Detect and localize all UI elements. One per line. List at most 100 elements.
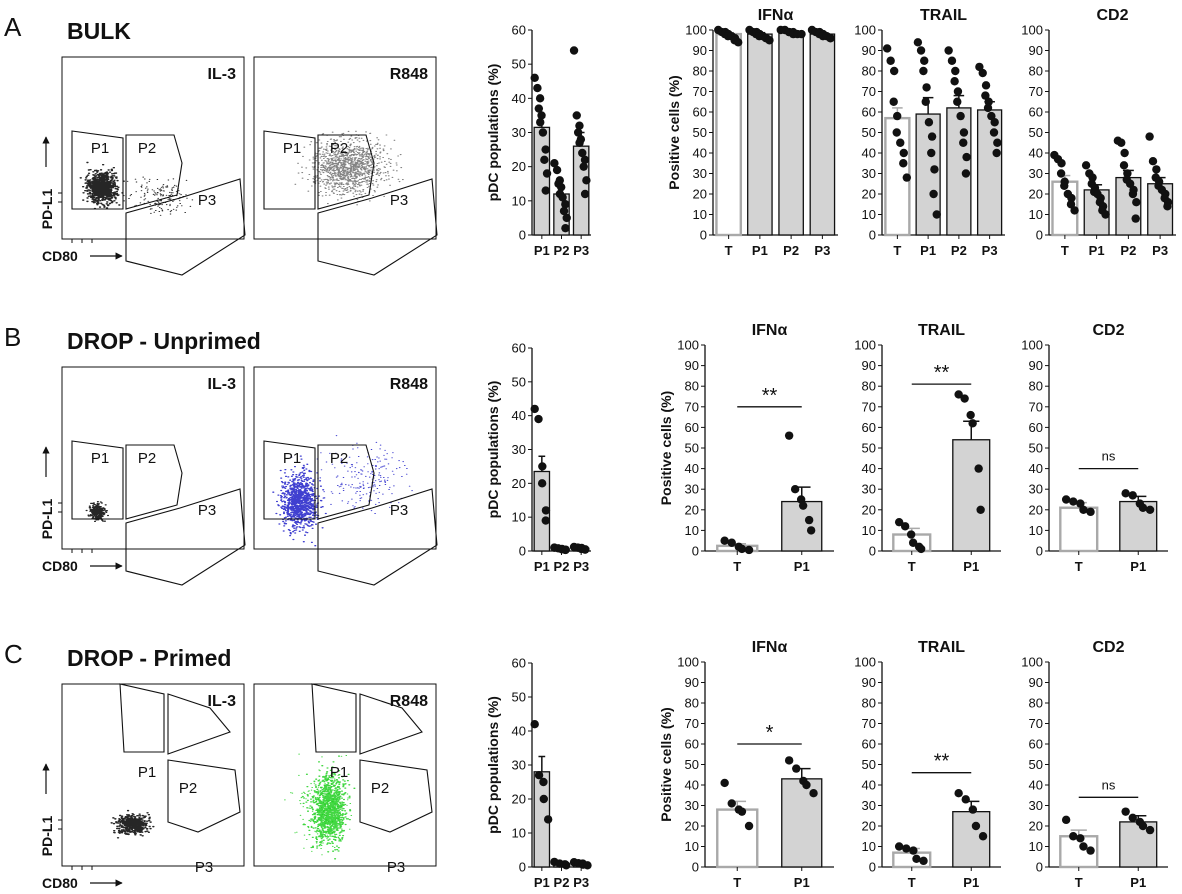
data-point (737, 807, 747, 816)
significance-label: ** (762, 385, 778, 407)
category-label: T (1075, 559, 1083, 574)
y-tick-label: 0 (692, 860, 699, 875)
data-point (784, 431, 794, 440)
data-point (971, 821, 981, 831)
gate-label-p1: P1 (91, 450, 109, 467)
y-tick-label: 20 (693, 187, 707, 202)
y-tick-label: 80 (862, 379, 876, 394)
data-point (804, 515, 814, 525)
data-point (1070, 206, 1079, 215)
significance-label: ns (1102, 449, 1116, 464)
y-tick-label: 80 (1029, 696, 1043, 711)
data-point (951, 66, 960, 76)
category-label: P1 (963, 559, 979, 574)
data-point (953, 87, 963, 96)
gate-label-p1: P1 (330, 764, 348, 781)
data-point (744, 545, 754, 555)
data-point (953, 97, 962, 106)
data-point (561, 545, 570, 555)
category-label: T (1075, 875, 1083, 890)
data-point (1145, 505, 1155, 514)
row-title: BULK (67, 18, 131, 44)
y-tick-label: 30 (685, 798, 699, 813)
y-tick-label: 10 (512, 826, 526, 841)
y-tick-label: 60 (512, 341, 526, 356)
condition-label: R848 (390, 66, 428, 83)
y-tick-label: 90 (862, 675, 876, 690)
y-tick-label: 70 (1029, 399, 1043, 414)
y-tick-label: 70 (685, 399, 699, 414)
data-point (906, 530, 916, 539)
data-point (929, 189, 938, 199)
data-point (902, 173, 912, 182)
y-tick-label: 50 (862, 757, 876, 772)
y-tick-label: 50 (1029, 125, 1043, 140)
y-tick-label: 80 (685, 379, 699, 394)
data-point (899, 159, 908, 168)
y-tick-label: 0 (519, 860, 526, 875)
row-title: DROP - Unprimed (67, 328, 261, 354)
y-tick-label: 40 (1029, 146, 1043, 161)
flow-x-label: CD80 (42, 248, 78, 264)
category-label: P1 (920, 243, 936, 258)
flow-y-label: PD-L1 (39, 816, 55, 857)
data-point (1079, 505, 1088, 514)
gate-label-p2: P2 (330, 450, 348, 467)
data-point (882, 44, 892, 53)
y-tick-label: 90 (862, 43, 876, 58)
y-tick-label: 10 (1029, 523, 1043, 538)
data-point (892, 128, 901, 137)
chart-title: TRAIL (920, 7, 967, 24)
data-point (954, 390, 963, 399)
flow-plot-il3: P1 P2 P3 IL-3 (58, 366, 246, 586)
bar-t (715, 32, 743, 237)
data-point (530, 720, 539, 729)
y-tick-label: 50 (512, 690, 526, 705)
y-tick-label: 100 (1021, 338, 1043, 353)
data-point (896, 138, 905, 147)
y-tick-label: 50 (685, 757, 699, 772)
category-label: P1 (794, 875, 810, 890)
y-tick-label: 80 (693, 64, 707, 79)
data-point (1148, 157, 1158, 166)
category-label: P2 (951, 243, 967, 258)
data-point (538, 462, 547, 471)
data-point (737, 544, 747, 554)
data-point (1079, 842, 1088, 851)
data-point (927, 132, 937, 141)
flow-dots (85, 501, 110, 523)
chart-title: TRAIL (918, 322, 965, 339)
gate-label-p3: P3 (390, 192, 408, 209)
y-tick-label: 70 (693, 84, 707, 99)
y-tick-label: 20 (862, 819, 876, 834)
y-axis-label: Positive cells (%) (658, 707, 674, 821)
data-point (1076, 834, 1085, 843)
gate-p2 (125, 134, 183, 210)
data-point (550, 159, 559, 168)
category-label: T (725, 243, 733, 258)
data-point (984, 97, 993, 106)
data-point (1145, 132, 1154, 141)
flow-dot-cloud (79, 161, 194, 216)
data-point (556, 182, 566, 192)
data-point (727, 538, 736, 547)
data-point (809, 789, 818, 798)
chart-title: CD2 (1092, 639, 1124, 656)
y-tick-label: 10 (512, 510, 526, 525)
data-point (1081, 161, 1091, 170)
data-point (1086, 846, 1095, 855)
data-point (894, 517, 904, 527)
data-point (966, 410, 975, 420)
data-point (537, 111, 546, 120)
y-tick-label: 10 (512, 193, 526, 208)
data-point (580, 155, 590, 165)
data-point (908, 538, 918, 547)
y-tick-label: 60 (862, 105, 876, 120)
data-point (727, 799, 736, 808)
y-tick-label: 30 (1029, 798, 1043, 813)
category-label: P2 (783, 243, 799, 258)
y-tick-label: 50 (512, 57, 526, 72)
data-point (534, 104, 544, 113)
flow-dots (110, 809, 155, 839)
data-point (959, 138, 968, 147)
